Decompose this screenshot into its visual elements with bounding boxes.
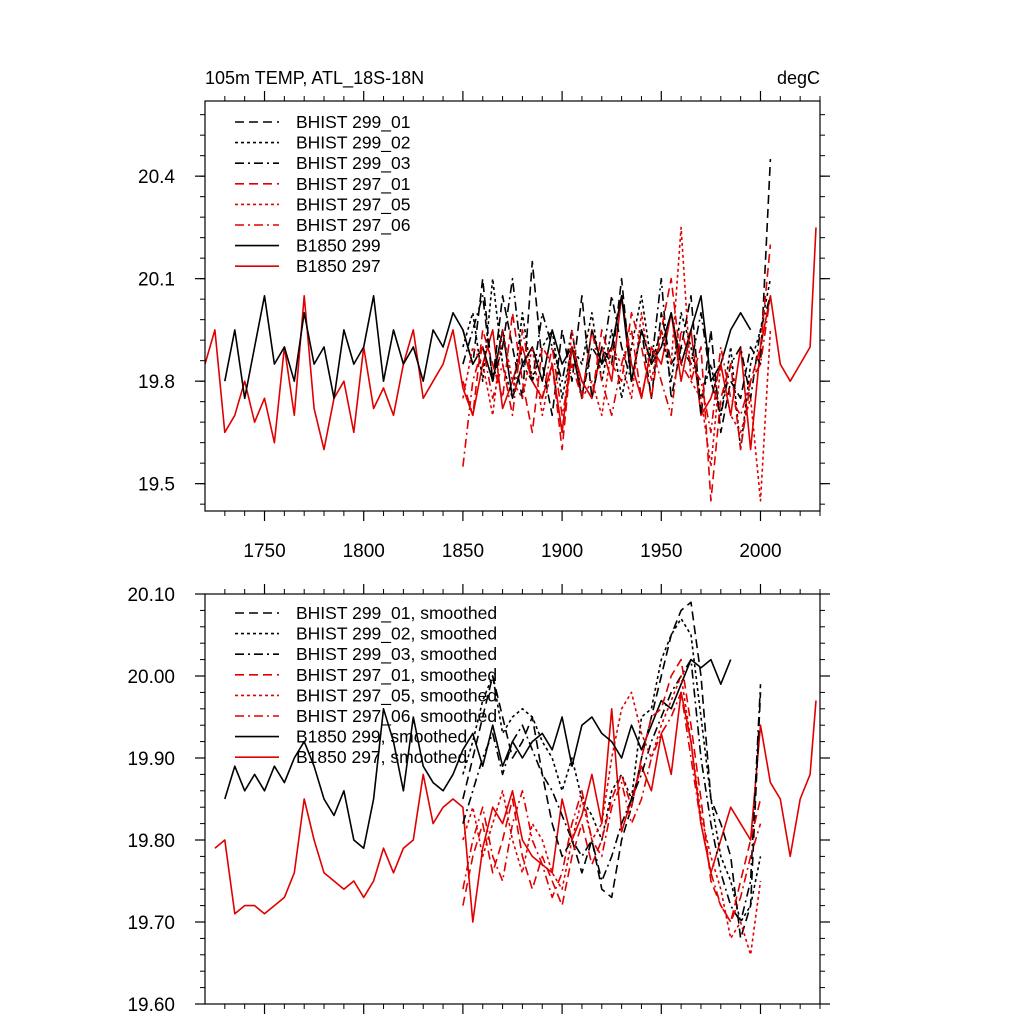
legend-label: B1850 299, smoothed (296, 727, 467, 747)
x-tick-label: 2000 (739, 541, 781, 562)
y-tick-label: 19.80 (127, 831, 175, 852)
legend-label: BHIST 299_02, smoothed (296, 624, 497, 645)
legend-label: BHIST 299_03 (296, 153, 410, 174)
x-tick-label: 1800 (343, 541, 385, 562)
series-line-bhist-299-03 (462, 277, 772, 417)
top-panel: 105m TEMP, ATL_18S-18N degC 1750 1800 1850… (138, 68, 830, 562)
series-line-bhist-297-06-smoothed (462, 691, 762, 923)
series-group (214, 601, 817, 956)
x-tick-label: 1850 (442, 541, 484, 562)
legend-label: BHIST 297_05, smoothed (296, 685, 497, 706)
top-units: degC (777, 68, 820, 88)
legend-label: BHIST 297_06 (296, 215, 410, 236)
legend-label: BHIST 299_03, smoothed (296, 644, 497, 665)
y-tick-label: 19.60 (127, 995, 175, 1016)
y-tick-label: 20.00 (127, 667, 175, 688)
plot-frame (204, 100, 821, 512)
legend-label: BHIST 297_01 (296, 174, 410, 195)
legend-label: B1850 297 (296, 256, 381, 276)
series-group (205, 159, 817, 502)
legend-label: BHIST 297_01, smoothed (296, 665, 497, 686)
legend-label: BHIST 299_01 (296, 112, 410, 133)
plot-frame (204, 593, 821, 1005)
legend-label: B1850 299 (296, 236, 381, 256)
legend-label: BHIST 299_01, smoothed (296, 603, 497, 624)
x-tick-label: 1950 (640, 541, 682, 562)
series-line-bhist-299-01-smoothed (462, 601, 762, 940)
top-title: 105m TEMP, ATL_18S-18N (205, 68, 424, 89)
legend-label: BHIST 299_02 (296, 133, 410, 154)
bottom-panel: 19.60 19.70 19.80 19.90 20.00 20.10 BHIST 299_… (127, 584, 830, 1016)
y-tick-label: 19.90 (127, 749, 175, 770)
y-tick-label: 20.10 (127, 585, 175, 606)
y-tick-label: 19.8 (138, 372, 175, 393)
series-line-bhist-299-02-smoothed (462, 617, 762, 923)
series-line-b1850-299 (224, 294, 752, 400)
series-line-bhist-297-01-smoothed (462, 658, 762, 923)
series-line-bhist-297-06 (462, 295, 772, 467)
series-line-bhist-297-05 (462, 226, 772, 502)
series-line-bhist-297-01 (462, 244, 772, 502)
y-tick-label: 20.4 (138, 167, 175, 188)
y-tick-label: 19.5 (138, 475, 175, 496)
legend-label: BHIST 297_05 (296, 194, 410, 215)
y-tick-label: 19.70 (127, 913, 175, 934)
x-tick-label: 1900 (541, 541, 583, 562)
legend-label: B1850 297, smoothed (296, 747, 467, 767)
legend-label: BHIST 297_06, smoothed (296, 706, 497, 727)
series-line-bhist-299-03-smoothed (462, 658, 762, 923)
x-tick-label: 1750 (243, 541, 285, 562)
y-tick-label: 20.1 (138, 270, 175, 291)
